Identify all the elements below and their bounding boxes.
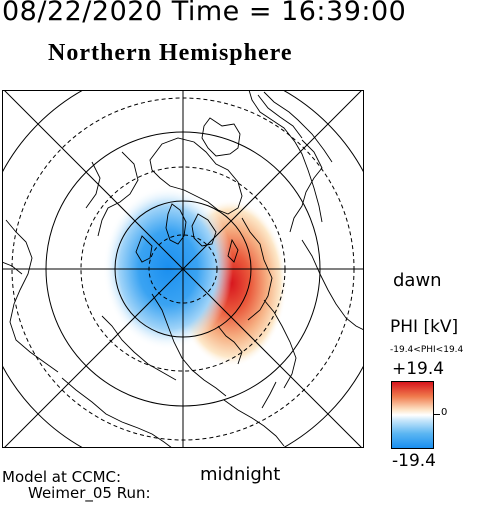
dawn-label: dawn	[393, 270, 442, 291]
run-label: Weimer_05 Run:	[28, 484, 151, 502]
hemisphere-title: Northern Hemisphere	[48, 40, 293, 66]
midnight-label: midnight	[200, 464, 281, 485]
model-label: Model at CCMC:	[2, 468, 122, 486]
colorbar-zero-tick	[434, 414, 440, 415]
longitude-lines	[2, 90, 364, 448]
colorbar-max-label: +19.4	[392, 359, 445, 379]
colorbar-range: -19.4<PHI<19.4	[390, 345, 464, 355]
polar-map	[2, 90, 364, 448]
potential-pattern	[103, 186, 287, 367]
coastlines	[2, 90, 364, 448]
colorbar-title: PHI [kV]	[390, 317, 459, 337]
colorbar-zero-label: 0	[441, 407, 448, 418]
colorbar-min-label: -19.4	[392, 451, 436, 471]
date-time-title: 08/22/2020 Time = 16:39:00	[2, 0, 407, 27]
colorbar	[391, 381, 434, 449]
